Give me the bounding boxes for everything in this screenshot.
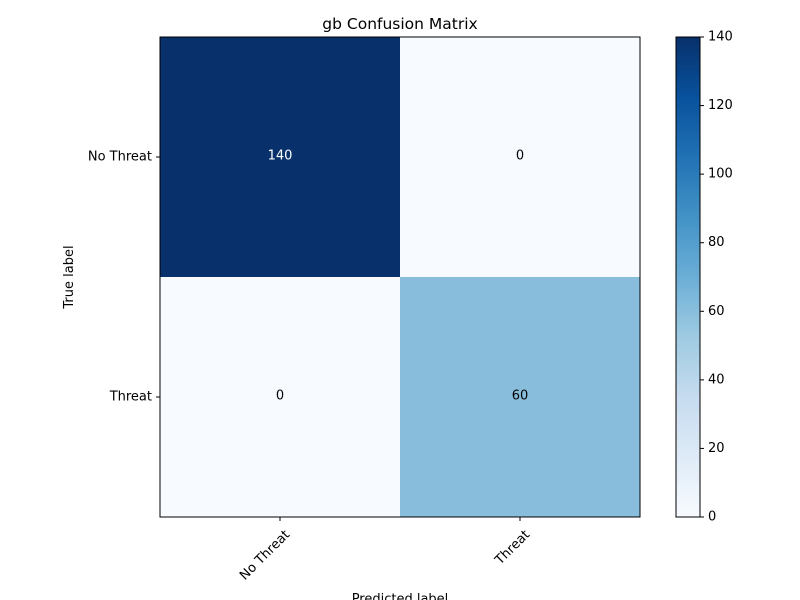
heatmap-cell-0-0 (160, 37, 400, 277)
cell-value-label-1-0: 0 (276, 389, 284, 404)
colorbar-tick-label: 80 (708, 235, 725, 250)
heatmap-cell-1-1 (400, 277, 640, 517)
cell-value-label-1-1: 60 (512, 389, 529, 404)
y-tick-label: No Threat (88, 150, 152, 165)
y-axis-label: True label (62, 245, 77, 309)
cell-value-labels: 140 0 0 60 (268, 149, 529, 404)
heatmap-cells (160, 37, 640, 517)
y-axis-ticks: No Threat Threat (88, 150, 160, 405)
chart-title: gb Confusion Matrix (322, 15, 477, 33)
colorbar-tick-label: 120 (708, 98, 733, 113)
colorbar-ticks: 0 20 40 60 80 100 120 140 (700, 30, 733, 525)
plot-frame (159, 36, 641, 518)
colorbar-tick-label: 0 (708, 510, 716, 525)
colorbar-tick-label: 140 (708, 30, 733, 45)
colorbar (675, 36, 701, 518)
heatmap-cell-1-0 (160, 277, 400, 517)
colorbar-tick-label: 100 (708, 167, 733, 182)
x-axis-label: Predicted label (352, 592, 449, 600)
y-tick-label: Threat (109, 390, 152, 405)
cell-value-label-0-1: 0 (516, 149, 524, 164)
heatmap-cell-0-1 (400, 37, 640, 277)
colorbar-tick-label: 60 (708, 304, 725, 319)
cell-value-label-0-0: 140 (268, 149, 293, 164)
x-tick-label: No Threat (237, 527, 293, 583)
colorbar-tick-label: 40 (708, 372, 725, 387)
colorbar-tick-label: 20 (708, 441, 725, 456)
x-axis-ticks: No Threat Threat (237, 517, 533, 583)
x-tick-label: Threat (492, 527, 533, 568)
